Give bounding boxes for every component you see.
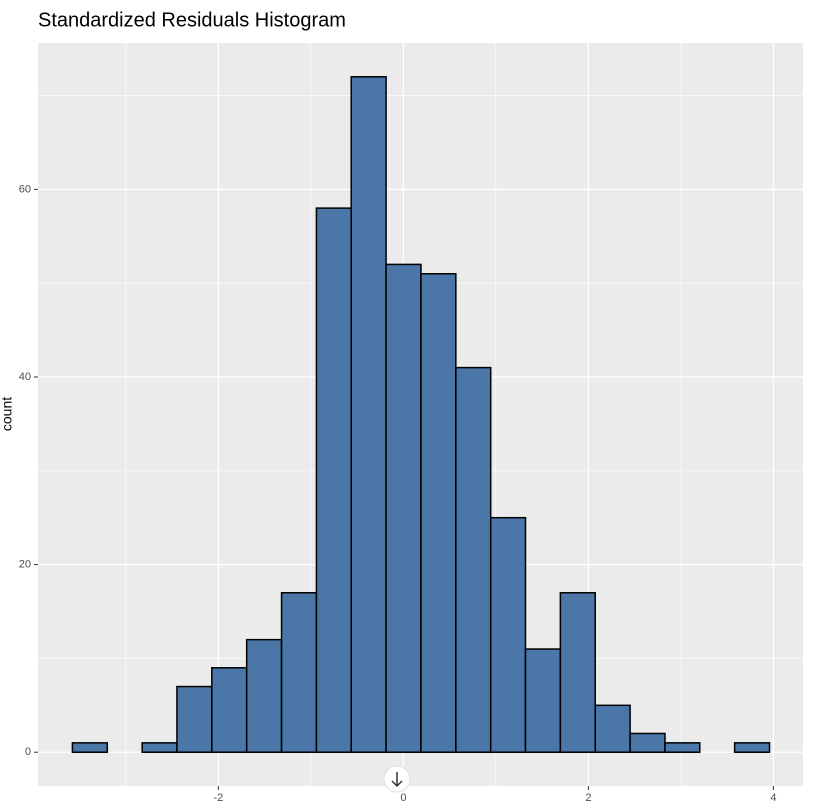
bar [559, 591, 596, 753]
arrow-icon [391, 772, 403, 788]
y-tick-label: 40 [19, 371, 31, 383]
y-axis-label: count [0, 397, 15, 431]
bar [594, 704, 631, 753]
bar [524, 648, 562, 753]
bar [455, 366, 492, 753]
bar [733, 742, 771, 753]
y-tick-label: 60 [19, 183, 31, 195]
bar [71, 742, 109, 753]
bar [664, 742, 701, 753]
bar [489, 516, 527, 753]
bar [385, 263, 422, 753]
bar [629, 732, 666, 753]
bar [350, 76, 387, 753]
bar [280, 591, 318, 753]
bars [71, 76, 771, 753]
bar [420, 273, 457, 753]
x-tick-label: 0 [400, 792, 406, 804]
bar [176, 685, 213, 753]
y-tick-label: 0 [25, 746, 31, 758]
bar [245, 638, 283, 753]
scroll-down-button[interactable] [383, 765, 411, 793]
x-tick-label: -2 [213, 792, 223, 804]
chart-title: Standardized Residuals Histogram [38, 9, 346, 31]
bar [211, 667, 248, 753]
bar [315, 207, 352, 753]
y-tick-label: 20 [19, 559, 31, 571]
bar [141, 742, 178, 753]
x-tick-label: 2 [585, 792, 591, 804]
x-tick-label: 4 [770, 792, 776, 804]
